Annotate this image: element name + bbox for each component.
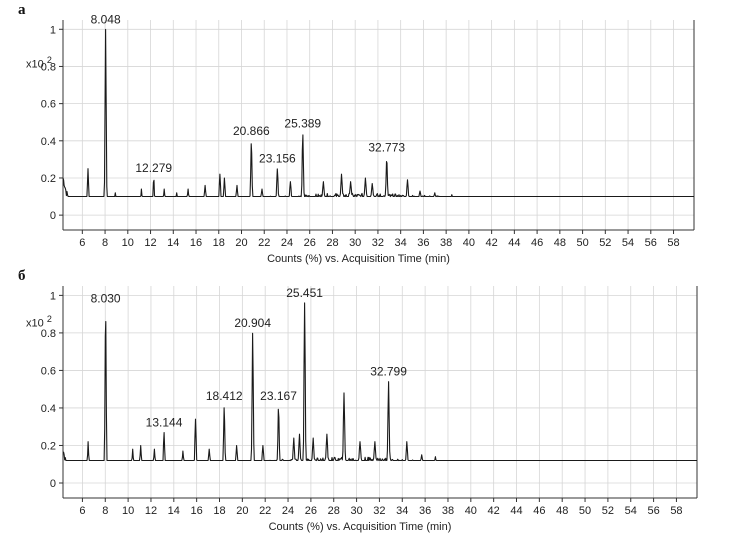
x-tick-label: 24 — [282, 505, 294, 517]
x-tick-label: 14 — [168, 505, 180, 517]
x-tick-label: 36 — [417, 237, 429, 249]
x-tick-label: 36 — [419, 505, 431, 517]
y-tick-label: 1 — [50, 24, 56, 36]
x-tick-label: 54 — [622, 237, 634, 249]
x-tick-label: 42 — [486, 237, 498, 249]
y-scale-power: 2 — [46, 314, 52, 324]
x-axis-title: Counts (%) vs. Acquisition Time (min) — [269, 521, 452, 533]
chart-b: 00.20.40.60.816 8 10 12 14 16 18 20 22 24 26 28 30 32… — [41, 286, 698, 533]
x-tick-label: 40 — [463, 237, 475, 249]
x-tick-label: 18 — [213, 237, 225, 249]
x-tick-label: 58 — [667, 237, 679, 249]
y-scale-label: x10 2 — [26, 314, 52, 330]
x-tick-label: 6 — [79, 237, 85, 249]
x-tick-label: 44 — [510, 505, 522, 517]
chromatogram-panel-a: а x10 2 0 0.2 0.4 0.6 0.8 1 6 8 10 12 14 16 18 20 22 24… — [18, 2, 695, 265]
x-tick-label: 40 — [465, 505, 477, 517]
grid — [63, 20, 694, 230]
x-tick-label: 56 — [645, 237, 657, 249]
y-tick-label: 0.8 — [41, 328, 56, 340]
y-tick-label: 0 — [50, 210, 56, 222]
x-tick-label: 16 — [190, 237, 202, 249]
x-tick-label: 48 — [554, 237, 566, 249]
y-scale-base: x10 — [26, 317, 44, 330]
x-tick-label: 38 — [442, 505, 454, 517]
chromatogram-panel-b: б x10 2 0 0.2 0.4 0.6 0.8 1 6 8 10 12 14 16 18 20 22 24… — [0, 262, 732, 542]
x-tick-label: 26 — [305, 505, 317, 517]
x-tick-label: 20 — [236, 505, 248, 517]
peak-label: 25.389 — [284, 116, 321, 130]
peak-label: 32.799 — [370, 365, 407, 379]
x-tick-label: 28 — [326, 237, 338, 249]
panel-label: б — [18, 268, 26, 284]
chromatogram-trace — [62, 302, 697, 462]
peak-label: 32.773 — [368, 141, 405, 155]
peak-label: 8.048 — [91, 12, 121, 26]
chromatogram-trace — [62, 28, 694, 198]
x-axis-title: Counts (%) vs. Acquisition Time (min) — [267, 253, 450, 265]
x-tick-label: 52 — [599, 237, 611, 249]
x-tick-label: 50 — [579, 505, 591, 517]
y-tick-label: 0 — [50, 478, 56, 490]
x-tick-label: 14 — [167, 237, 179, 249]
x-tick-label: 6 — [79, 505, 85, 517]
x-tick-label: 32 — [373, 505, 385, 517]
x-tick-label: 12 — [144, 237, 156, 249]
x-tick-label: 24 — [281, 237, 293, 249]
x-tick-label: 54 — [625, 505, 637, 517]
x-tick-label: 22 — [259, 505, 271, 517]
x-tick-label: 10 — [122, 505, 134, 517]
x-tick-label: 32 — [372, 237, 384, 249]
x-tick-label: 38 — [440, 237, 452, 249]
x-tick-label: 8 — [102, 237, 108, 249]
x-tick-label: 26 — [304, 237, 316, 249]
x-tick-label: 16 — [191, 505, 203, 517]
y-tick-label: 0.2 — [41, 173, 56, 185]
x-tick-label: 46 — [533, 505, 545, 517]
peak-label: 18.412 — [206, 389, 243, 403]
chart-a: 00.20.40.60.816 8 10 12 14 16 18 20 22 24 26 28 30 32… — [41, 12, 695, 265]
y-tick-label: 0.4 — [41, 403, 56, 415]
y-tick-label: 0.8 — [41, 61, 56, 73]
grid — [63, 286, 697, 498]
peak-label: 23.156 — [259, 152, 296, 166]
y-tick-label: 0.6 — [41, 365, 56, 377]
x-tick-label: 30 — [350, 505, 362, 517]
x-tick-label: 48 — [556, 505, 568, 517]
y-scale-power: 2 — [46, 55, 52, 65]
x-tick-label: 50 — [576, 237, 588, 249]
peak-label: 20.866 — [233, 124, 270, 138]
y-scale-label: x10 2 — [26, 55, 52, 71]
x-tick-label: 52 — [602, 505, 614, 517]
x-tick-label: 10 — [122, 237, 134, 249]
x-tick-label: 12 — [145, 505, 157, 517]
panel-label: а — [18, 2, 26, 18]
x-tick-label: 22 — [258, 237, 270, 249]
x-tick-label: 8 — [102, 505, 108, 517]
peak-label: 13.144 — [146, 415, 183, 429]
peak-label: 12.279 — [135, 161, 172, 175]
peak-label: 25.451 — [286, 286, 323, 300]
peak-label: 20.904 — [234, 316, 271, 330]
y-tick-label: 0.2 — [41, 440, 56, 452]
y-scale-base: x10 — [26, 58, 44, 71]
y-tick-label: 0.6 — [41, 99, 56, 111]
peak-label: 23.167 — [260, 389, 297, 403]
x-tick-label: 34 — [396, 505, 408, 517]
x-tick-label: 18 — [213, 505, 225, 517]
x-tick-label: 42 — [488, 505, 500, 517]
x-tick-label: 56 — [647, 505, 659, 517]
peak-label: 8.030 — [91, 292, 121, 306]
x-tick-label: 28 — [328, 505, 340, 517]
x-tick-label: 20 — [235, 237, 247, 249]
x-tick-label: 44 — [508, 237, 520, 249]
x-tick-label: 30 — [349, 237, 361, 249]
x-tick-label: 58 — [670, 505, 682, 517]
x-tick-label: 34 — [395, 237, 407, 249]
y-tick-label: 1 — [50, 290, 56, 302]
x-tick-label: 46 — [531, 237, 543, 249]
y-tick-label: 0.4 — [41, 136, 56, 148]
